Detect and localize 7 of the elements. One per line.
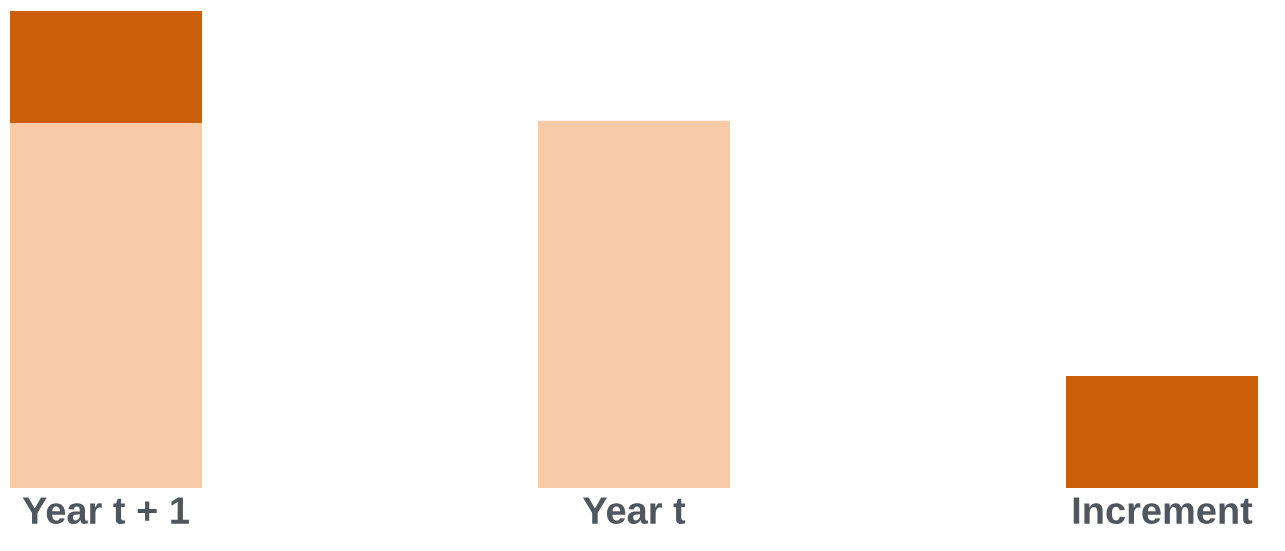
bar <box>10 123 203 488</box>
x-tick-label: Increment <box>1073 497 1253 525</box>
x-tick-label: Year t <box>582 497 686 525</box>
bar <box>1066 375 1258 488</box>
bar <box>538 120 731 488</box>
bar <box>10 10 203 124</box>
x-tick-label: Year t + 1 <box>22 497 189 525</box>
